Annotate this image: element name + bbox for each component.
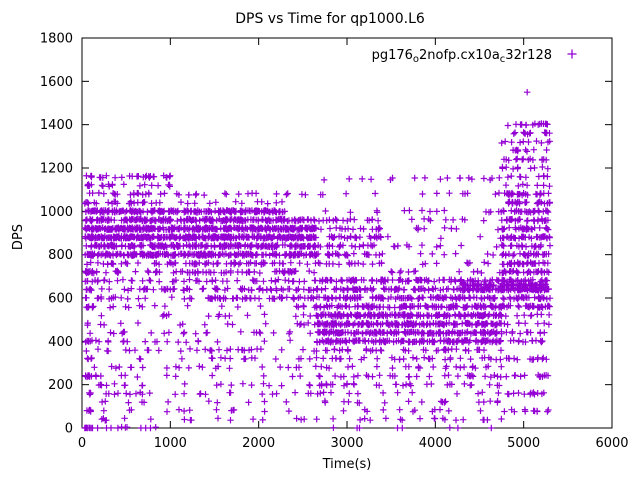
x-axis-label: Time(s) (322, 457, 372, 472)
y-axis-label: DPS (11, 224, 26, 250)
legend-label-part: 2nofp.cx10a (419, 48, 500, 63)
legend-label-part: pg176 (372, 48, 413, 63)
legend-marker-plus-icon (567, 49, 577, 59)
x-tick-label: 3000 (330, 436, 363, 451)
x-tick-label: 2000 (242, 436, 275, 451)
x-tick-label: 6000 (595, 436, 628, 451)
x-tick-label: 4000 (419, 436, 452, 451)
scatter-points (81, 89, 554, 432)
y-tick-label: 1600 (40, 75, 73, 90)
axis-ticks: 0 1000 2000 3000 4000 5000 6000 0 200 400 600 800 10… (40, 32, 629, 452)
x-tick-label: 1000 (154, 436, 187, 451)
y-tick-label: 200 (48, 378, 73, 393)
legend-label: pg176o2nofp.cx10ac32r128 (372, 48, 552, 65)
y-tick-label: 800 (48, 248, 73, 263)
legend-label-sub: c (500, 54, 506, 65)
y-tick-label: 600 (48, 292, 73, 307)
y-tick-label: 1000 (40, 205, 73, 220)
y-tick-label: 400 (48, 335, 73, 350)
data-series (81, 89, 554, 432)
y-tick-label: 0 (65, 422, 73, 437)
legend-label-part: 32r128 (505, 48, 552, 63)
chart-title: DPS vs Time for qp1000.L6 (235, 11, 425, 27)
legend: pg176o2nofp.cx10ac32r128 (372, 48, 577, 65)
legend-label-sub: o (413, 54, 419, 65)
plot-border (81, 37, 613, 429)
y-tick-label: 1200 (40, 162, 73, 177)
x-tick-label: 5000 (507, 436, 540, 451)
y-tick-label: 1800 (40, 32, 73, 47)
x-tick-label: 0 (78, 436, 86, 451)
y-tick-label: 1400 (40, 118, 73, 133)
